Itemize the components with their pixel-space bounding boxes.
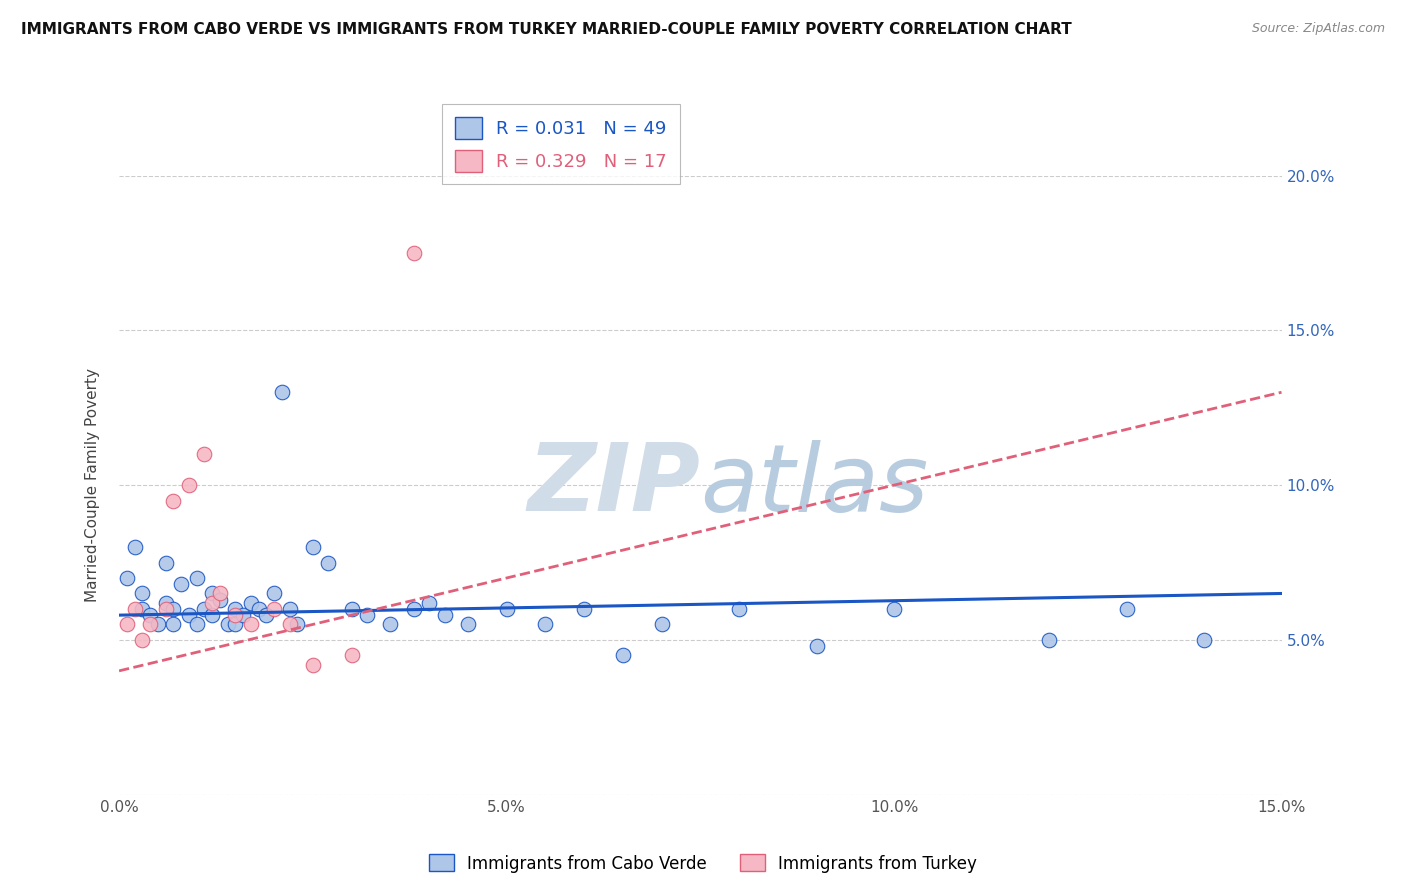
Point xyxy=(433,608,456,623)
Point xyxy=(131,632,153,647)
Point xyxy=(402,602,425,616)
Legend: Immigrants from Cabo Verde, Immigrants from Turkey: Immigrants from Cabo Verde, Immigrants f… xyxy=(422,847,984,880)
Point xyxy=(270,385,292,400)
Point xyxy=(728,602,751,616)
Point xyxy=(201,596,224,610)
Point xyxy=(418,596,440,610)
Point xyxy=(247,602,270,616)
Point xyxy=(186,617,208,632)
Point xyxy=(380,617,402,632)
Point xyxy=(224,602,246,616)
Y-axis label: Married-Couple Family Poverty: Married-Couple Family Poverty xyxy=(86,368,100,602)
Point xyxy=(495,602,517,616)
Point xyxy=(232,608,254,623)
Point xyxy=(162,602,184,616)
Point xyxy=(534,617,557,632)
Point xyxy=(883,602,905,616)
Point xyxy=(115,617,138,632)
Point xyxy=(115,571,138,585)
Point xyxy=(131,602,153,616)
Point xyxy=(124,602,146,616)
Point xyxy=(278,617,301,632)
Point xyxy=(155,602,177,616)
Point xyxy=(177,478,200,492)
Text: Source: ZipAtlas.com: Source: ZipAtlas.com xyxy=(1251,22,1385,36)
Point xyxy=(193,602,215,616)
Point xyxy=(155,556,177,570)
Point xyxy=(285,617,308,632)
Point xyxy=(651,617,673,632)
Point xyxy=(201,608,224,623)
Point xyxy=(193,447,215,461)
Point xyxy=(340,648,363,663)
Point xyxy=(239,596,262,610)
Point xyxy=(263,586,285,600)
Point xyxy=(316,556,339,570)
Point xyxy=(131,586,153,600)
Point xyxy=(208,592,231,607)
Point xyxy=(170,577,193,591)
Point xyxy=(1115,602,1137,616)
Point xyxy=(162,493,184,508)
Point xyxy=(162,617,184,632)
Point xyxy=(612,648,634,663)
Legend: R = 0.031   N = 49, R = 0.329   N = 17: R = 0.031 N = 49, R = 0.329 N = 17 xyxy=(441,104,679,185)
Point xyxy=(301,540,323,554)
Point xyxy=(278,602,301,616)
Point xyxy=(572,602,595,616)
Point xyxy=(254,608,277,623)
Point xyxy=(139,617,162,632)
Point xyxy=(340,602,363,616)
Point xyxy=(239,617,262,632)
Text: IMMIGRANTS FROM CABO VERDE VS IMMIGRANTS FROM TURKEY MARRIED-COUPLE FAMILY POVER: IMMIGRANTS FROM CABO VERDE VS IMMIGRANTS… xyxy=(21,22,1071,37)
Point xyxy=(402,246,425,260)
Point xyxy=(139,608,162,623)
Point xyxy=(806,639,828,653)
Point xyxy=(224,608,246,623)
Text: ZIP: ZIP xyxy=(527,439,700,531)
Point xyxy=(263,602,285,616)
Point xyxy=(186,571,208,585)
Point xyxy=(1038,632,1060,647)
Point xyxy=(208,586,231,600)
Point xyxy=(301,657,323,672)
Point xyxy=(457,617,479,632)
Point xyxy=(146,617,169,632)
Point xyxy=(1192,632,1215,647)
Point xyxy=(124,540,146,554)
Point xyxy=(155,596,177,610)
Point xyxy=(356,608,378,623)
Point xyxy=(217,617,239,632)
Point xyxy=(201,586,224,600)
Text: atlas: atlas xyxy=(700,440,928,531)
Point xyxy=(177,608,200,623)
Point xyxy=(224,617,246,632)
